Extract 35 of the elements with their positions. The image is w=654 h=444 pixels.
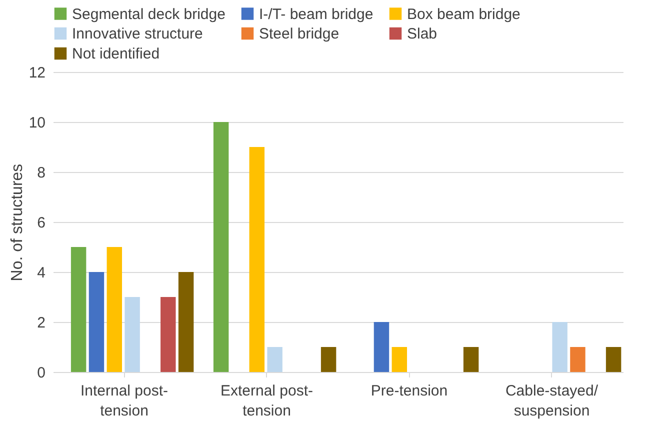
legend-label: Segmental deck bridge bbox=[72, 6, 226, 23]
legend-label: Not identified bbox=[72, 46, 160, 62]
y-axis-title: No. of structures bbox=[8, 164, 26, 282]
y-tick-label: 6 bbox=[37, 214, 46, 232]
bar bbox=[213, 122, 229, 372]
bar bbox=[106, 247, 122, 372]
y-tick-label: 4 bbox=[37, 264, 46, 282]
bar bbox=[249, 147, 265, 372]
bar bbox=[552, 322, 568, 372]
y-tick-label: 2 bbox=[37, 314, 46, 332]
y-tick-label: 0 bbox=[37, 364, 46, 382]
x-tick-label: Internal post-tension bbox=[80, 382, 168, 420]
legend-label: Slab bbox=[407, 26, 438, 42]
bar bbox=[392, 347, 408, 372]
x-tick-label: Cable-stayed/suspension bbox=[505, 382, 599, 420]
bar bbox=[88, 272, 104, 372]
y-tick-label: 8 bbox=[37, 164, 46, 182]
bar bbox=[124, 297, 140, 372]
legend-label: Innovative structure bbox=[72, 26, 203, 42]
legend-label: Box beam bridge bbox=[407, 6, 520, 23]
legend-label: I-/T- beam bridge bbox=[259, 6, 374, 23]
y-tick-label: 10 bbox=[28, 114, 46, 132]
bar bbox=[606, 347, 622, 372]
bar bbox=[463, 347, 479, 372]
bar bbox=[160, 297, 176, 372]
x-tick-label: External post-tension bbox=[220, 382, 314, 420]
legend-label: Steel bridge bbox=[259, 26, 340, 42]
x-tick-label: Pre-tension bbox=[370, 382, 448, 400]
bar bbox=[178, 272, 194, 372]
y-tick-label: 12 bbox=[28, 64, 46, 82]
bar bbox=[267, 347, 282, 372]
bar bbox=[320, 347, 336, 372]
bar bbox=[374, 322, 390, 372]
bar bbox=[70, 247, 86, 372]
bar bbox=[570, 347, 586, 372]
